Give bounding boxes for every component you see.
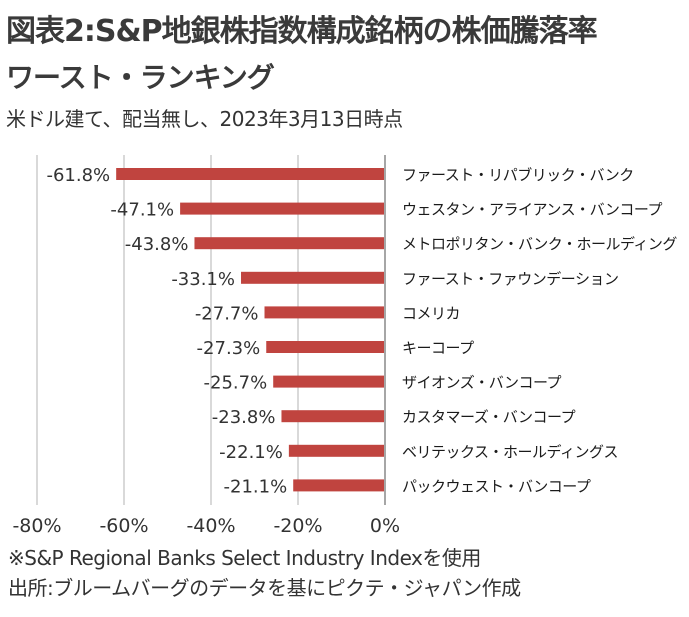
bar: [293, 479, 385, 492]
chart-subtitle: 米ドル建て、配当無し、2023年3月13日時点: [6, 107, 403, 131]
category-label: ファースト・リパブリック・バンク: [402, 166, 634, 184]
x-tick-label: -80%: [12, 515, 61, 537]
data-label: -21.1%: [224, 476, 288, 497]
bars: [116, 168, 386, 492]
x-tick-label: 0%: [370, 515, 400, 537]
data-label: -33.1%: [171, 269, 235, 290]
chart-title-line2: ワースト・ランキング: [6, 61, 275, 94]
data-label: -25.7%: [204, 373, 268, 394]
bar: [273, 375, 385, 388]
data-label: -22.1%: [219, 442, 283, 463]
data-label: -47.1%: [110, 200, 174, 221]
data-label: -43.8%: [125, 234, 189, 255]
category-label: コメリカ: [402, 304, 460, 322]
category-label: ベリテックス・ホールディングス: [402, 443, 618, 461]
category-label: カスタマーズ・バンコープ: [402, 408, 576, 426]
bar: [116, 168, 386, 180]
bar: [281, 410, 385, 423]
bar: [194, 237, 385, 250]
x-tick-label: -40%: [186, 515, 235, 537]
bar-chart: -80% -60% -40% -20% 0% -61.8% ファースト・リパブリック・バンク…: [12, 155, 678, 537]
category-label: パックウェスト・バンコープ: [402, 477, 591, 495]
x-tick-label: -20%: [273, 515, 322, 537]
bar: [288, 444, 385, 457]
category-label: キーコープ: [402, 339, 474, 357]
bar: [264, 306, 385, 319]
data-label: -23.8%: [212, 407, 276, 428]
x-tick-label: -60%: [99, 515, 148, 537]
bar: [180, 202, 385, 215]
labels: -80% -60% -40% -20% 0% -61.8% ファースト・リパブリック・バンク…: [12, 165, 677, 537]
category-label: ファースト・ファウンデーション: [402, 270, 618, 288]
chart-title: 図表2:S&P地銀株指数構成銘柄の株価騰落率: [6, 14, 598, 49]
footnote: ※S&P Regional Banks Select Industry Inde…: [8, 546, 481, 570]
bar: [241, 271, 385, 284]
data-label: -61.8%: [46, 165, 110, 186]
category-label: メトロポリタン・バンク・ホールディング: [402, 235, 677, 253]
source-note: 出所:ブルームバーグのデータを基にピクテ・ジャパン作成: [8, 576, 521, 600]
category-label: ウェスタン・アライアンス・バンコープ: [402, 201, 662, 219]
data-label: -27.7%: [195, 303, 259, 324]
category-label: ザイオンズ・バンコープ: [402, 374, 562, 392]
data-label: -27.3%: [197, 338, 261, 359]
bar: [266, 341, 385, 353]
